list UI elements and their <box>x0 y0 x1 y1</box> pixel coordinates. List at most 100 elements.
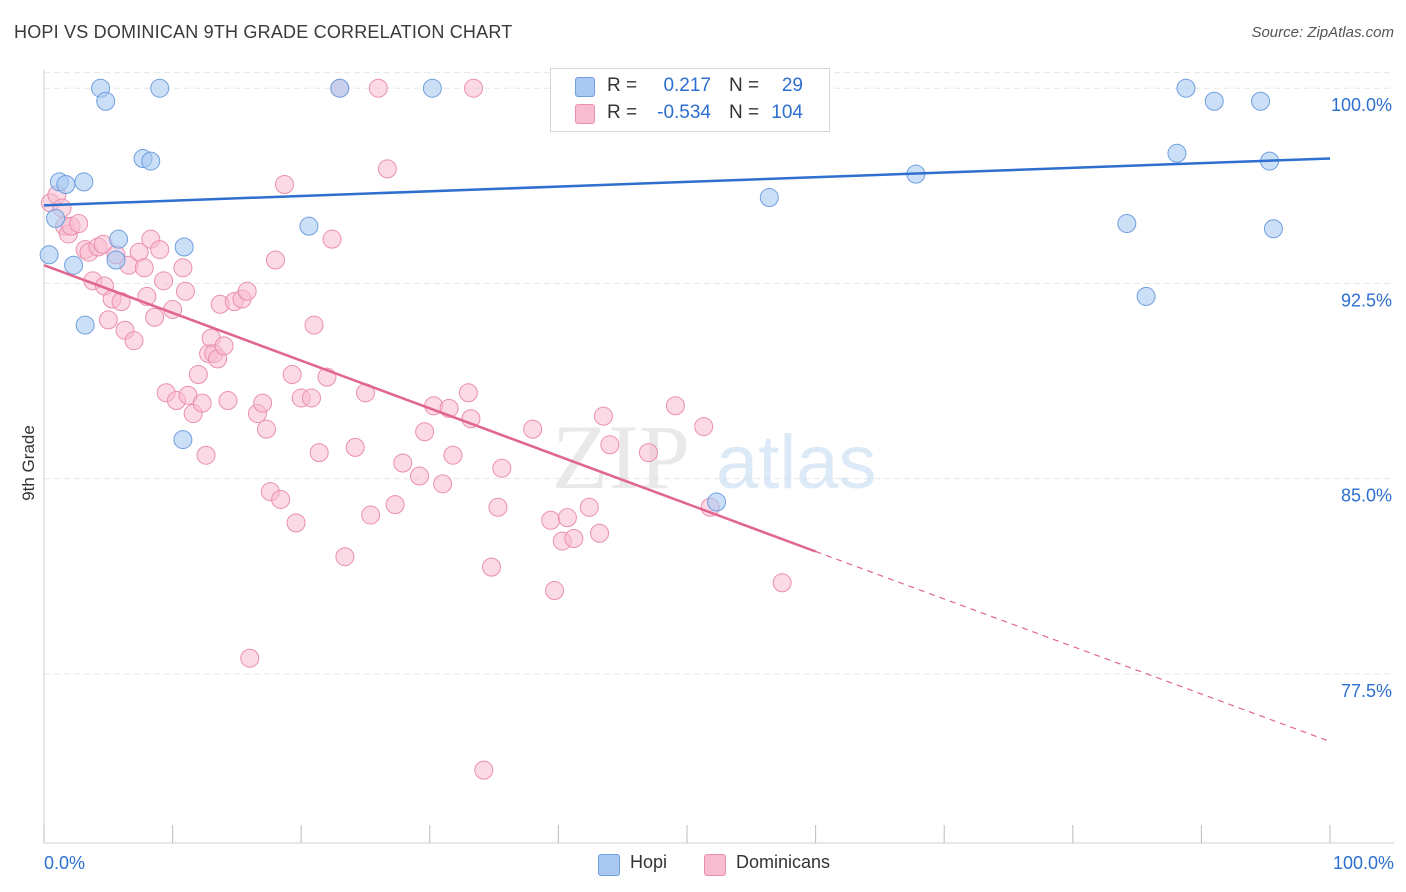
hopi-point <box>46 208 66 228</box>
dominicans-point <box>345 437 365 457</box>
hopi-point <box>174 237 194 257</box>
dominicans-point <box>286 513 306 533</box>
y-tick-label: 77.5% <box>1341 681 1392 701</box>
hopi-point <box>330 78 350 98</box>
dominicans-point <box>304 315 324 335</box>
dominicans-point <box>415 422 435 442</box>
hopi-point <box>173 430 193 450</box>
dominicans-point <box>173 258 193 278</box>
hopi-point <box>422 78 442 98</box>
hopi-point <box>1251 91 1271 111</box>
dominicans-legend-label: Dominicans <box>736 852 831 872</box>
dominicans-point <box>368 78 388 98</box>
dominicans-point <box>192 393 212 413</box>
dominicans-point <box>124 331 144 351</box>
hopi-point <box>109 229 129 249</box>
dominicans-point <box>134 258 154 278</box>
stats-legend: R = 0.217 N = 29 R = -0.534 N = 104 <box>550 68 830 132</box>
hopi-point <box>141 151 161 171</box>
hopi-point <box>1204 91 1224 111</box>
dominicans-point <box>175 281 195 301</box>
dominicans-point <box>443 445 463 465</box>
dominicans-point <box>150 240 170 260</box>
dominicans-point <box>593 406 613 426</box>
x-tick-label-max: 100.0% <box>1333 853 1394 873</box>
hopi-point <box>96 91 116 111</box>
hopi-point <box>299 216 319 236</box>
watermark-zip: ZIP <box>552 406 690 508</box>
dominicans-point <box>271 489 291 509</box>
dominicans-point <box>590 523 610 543</box>
watermark-atlas: atlas <box>716 420 877 505</box>
hopi-swatch-icon <box>575 77 595 97</box>
hopi-point <box>1136 286 1156 306</box>
dominicans-point <box>393 453 413 473</box>
hopi-point <box>75 315 95 335</box>
dominicans-point <box>309 443 329 463</box>
dominicans-point <box>665 396 685 416</box>
hopi-legend-label: Hopi <box>630 852 668 872</box>
dominicans-point <box>410 466 430 486</box>
dominicans-points <box>40 78 792 780</box>
dominicans-point <box>600 435 620 455</box>
hopi-point <box>56 175 76 195</box>
dominicans-point <box>69 214 89 234</box>
dominicans-point <box>492 458 512 478</box>
trend-lines <box>43 157 1331 743</box>
y-tick-label: 92.5% <box>1341 290 1392 310</box>
dominicans-point <box>265 250 285 270</box>
stats-row-hopi: R = 0.217 N = 29 <box>551 75 829 99</box>
dominicans-point <box>464 78 484 98</box>
source-label: Source: ZipAtlas.com <box>1251 24 1394 41</box>
stats-row-dominicans: R = -0.534 N = 104 <box>551 102 829 126</box>
hopi-point <box>759 188 779 208</box>
watermark: ZIP atlas <box>552 406 877 508</box>
dominicans-point <box>301 388 321 408</box>
hopi-point <box>150 78 170 98</box>
dominicans-point <box>579 497 599 517</box>
dominicans-trend-extension <box>815 550 1331 743</box>
hopi-point <box>1176 78 1196 98</box>
hopi-point <box>39 245 59 265</box>
dominicans-point <box>377 159 397 179</box>
hopi-n-label: N = <box>729 75 760 96</box>
y-tick-label: 100.0% <box>1331 95 1392 115</box>
y-axis-label: 9th Grade <box>19 425 38 501</box>
dominicans-trend-line <box>43 264 817 553</box>
dominicans-point <box>385 495 405 515</box>
dominicans-point <box>488 497 508 517</box>
hopi-legend-icon <box>598 854 620 876</box>
dominicans-point <box>188 365 208 385</box>
dominicans-point <box>145 307 165 327</box>
dominicans-point <box>256 419 276 439</box>
hopi-point <box>1263 219 1283 239</box>
dominicans-point <box>196 445 216 465</box>
dominicans-point <box>282 365 302 385</box>
dominicans-point <box>564 528 584 548</box>
hopi-point <box>74 172 94 192</box>
hopi-r-label: R = <box>607 75 638 96</box>
hopi-point <box>1117 214 1137 234</box>
hopi-point <box>707 492 727 512</box>
y-tick-labels: 100.0% 92.5% 85.0% 77.5% <box>1331 95 1392 701</box>
dominicans-point <box>361 505 381 525</box>
x-tick-label-min: 0.0% <box>44 853 85 873</box>
hopi-trend-line <box>43 157 1331 207</box>
chart-title: HOPI VS DOMINICAN 9TH GRADE CORRELATION … <box>14 22 513 42</box>
dominicans-point <box>335 547 355 567</box>
y-tick-label: 85.0% <box>1341 486 1392 506</box>
hopi-points <box>39 78 1283 512</box>
dominicans-point <box>237 281 257 301</box>
dominicans-point <box>433 474 453 494</box>
dominicans-n-label: N = <box>729 102 760 123</box>
dominicans-r-value: -0.534 <box>657 102 711 123</box>
dominicans-point <box>218 391 238 411</box>
dominicans-n-value: 104 <box>771 102 803 123</box>
dominicans-point <box>274 175 294 195</box>
dominicans-point <box>772 573 792 593</box>
hopi-point <box>64 255 84 275</box>
dominicans-point <box>694 417 714 437</box>
dominicans-point <box>214 336 234 356</box>
hopi-n-value: 29 <box>781 75 803 96</box>
